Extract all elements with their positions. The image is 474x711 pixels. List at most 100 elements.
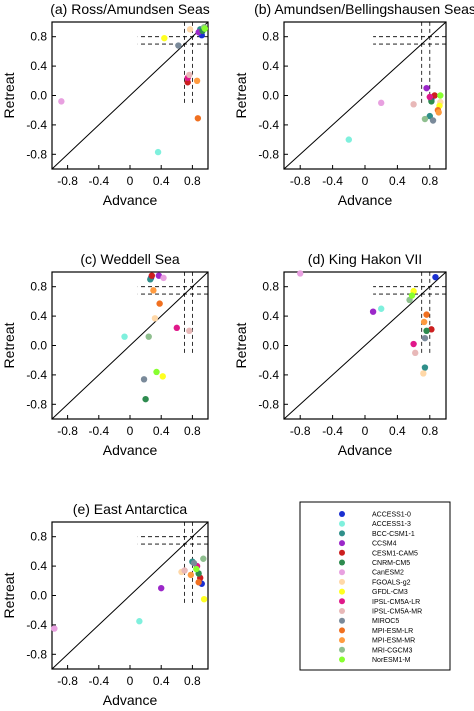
y-axis-label: Retreat [1,322,17,368]
diagonal-line [51,21,209,170]
legend-marker [339,617,345,624]
data-point [421,334,429,342]
y-axis-label: Retreat [1,572,17,618]
y-tick-label: 0.4 [30,309,47,323]
legend-label: CNRM-CM5 [372,560,410,567]
legend-marker [339,656,345,663]
legend-label: ACCESS1-3 [372,521,411,528]
legend-label: ACCESS1-0 [372,512,411,519]
data-point [142,395,149,403]
data-point [437,92,444,99]
legend-label: NorESM1-M [372,657,411,664]
data-point [201,25,209,32]
legend-frame [299,501,451,671]
data-point [431,92,438,99]
legend-marker [339,588,345,595]
legend-label: IPSL-CM5A-LR [372,599,420,606]
x-tick-label: -0.8 [290,424,311,438]
data-point [421,364,429,371]
data-point [193,565,200,573]
panel-1: (a) Ross/Amundsen Seas -0.8 -0.4 0 0.4 0.8 0.8… [1,1,210,208]
data-point [378,99,385,107]
y-tick-label: -0.8 [26,147,47,161]
data-point [200,555,207,562]
diagonal-line [51,271,209,420]
legend-marker [339,637,345,644]
data-point [156,300,163,307]
panel-3: (c) Weddell Sea -0.8 -0.4 0 0.4 0.8 0.8 0.4 0.0 -… [1,251,209,458]
legend-marker [339,646,345,653]
x-tick-label: -0.4 [88,674,109,688]
diagonal-line [283,21,447,170]
data-point [121,333,128,340]
x-tick-label: 0.4 [153,424,170,438]
legend-marker [339,540,345,547]
y-tick-label: 0.0 [30,339,47,353]
y-tick-label: 0.4 [30,59,47,73]
x-axis-label: Advance [103,442,158,458]
data-point [420,370,427,377]
x-tick-label: 0.8 [184,674,201,688]
x-tick-label: 0.8 [421,424,438,438]
x-tick-label: 0.4 [389,174,406,188]
data-point [160,274,167,282]
legend-marker [339,569,345,576]
x-tick-label: -0.8 [57,674,78,688]
x-tick-label: 0 [127,174,134,188]
data-point [58,98,65,105]
x-axis-label: Advance [103,192,158,208]
data-point [423,327,430,334]
y-tick-label: 0.0 [30,589,47,603]
panel-5: (e) East Antarctica -0.8 -0.4 0 0.4 0.8 0.8 0.4… [1,501,209,708]
data-point [140,376,148,383]
x-axis-label: Advance [338,442,393,458]
legend-marker [339,627,345,634]
legend-label: CCSM4 [372,541,397,548]
legend-label: IPSL-CM5A-MR [372,609,422,616]
data-point [51,625,58,632]
x-tick-label: 0.4 [153,174,170,188]
y-tick-label: -0.8 [258,397,279,411]
x-tick-label: -0.8 [57,424,78,438]
y-tick-label: 0.8 [30,530,47,544]
y-axis-label: Retreat [233,322,249,368]
y-tick-label: 0.0 [262,339,279,353]
y-tick-label: -0.4 [26,618,47,632]
data-point [154,148,162,156]
data-point [426,93,433,101]
y-tick-label: -0.4 [258,118,279,132]
x-tick-label: 0 [362,424,369,438]
legend-label: MIROC5 [372,618,399,625]
legend-label: MPI-ESM-MR [372,638,415,645]
y-tick-label: 0.8 [262,30,279,44]
data-point [153,368,160,376]
legend-marker [339,578,345,585]
x-tick-label: -0.4 [88,424,109,438]
x-tick-label: 0.8 [421,174,438,188]
legend-label: CESM1-CAM5 [372,550,418,557]
x-tick-label: 0.4 [389,424,406,438]
y-tick-label: 0.0 [262,89,279,103]
x-axis-label: Advance [338,192,393,208]
y-tick-label: 0.4 [262,309,279,323]
data-point [186,26,194,33]
diagonal-line [51,521,209,670]
data-point [423,311,430,318]
panel-title: (a) Ross/Amundsen Seas [50,1,210,17]
legend-label: GFDL-CM3 [372,589,408,596]
legend-label: MPI-ESM-LR [372,628,413,635]
x-tick-label: -0.4 [88,174,109,188]
legend-label: MRI-CGCM3 [372,647,413,654]
y-tick-label: -0.8 [26,647,47,661]
x-tick-label: -0.4 [322,424,343,438]
x-tick-label: -0.8 [57,174,78,188]
data-point [421,115,429,123]
x-tick-label: 0.8 [184,174,201,188]
data-point [429,117,437,124]
data-point [420,318,428,326]
panel-4: (d) King Hakon VII -0.8 -0.4 0 0.4 0.8 0.8 0.4 0… [233,251,447,458]
diagonal-line [283,271,447,420]
legend-label: CanESM2 [372,570,404,577]
data-point [184,79,191,86]
data-point [297,270,304,277]
